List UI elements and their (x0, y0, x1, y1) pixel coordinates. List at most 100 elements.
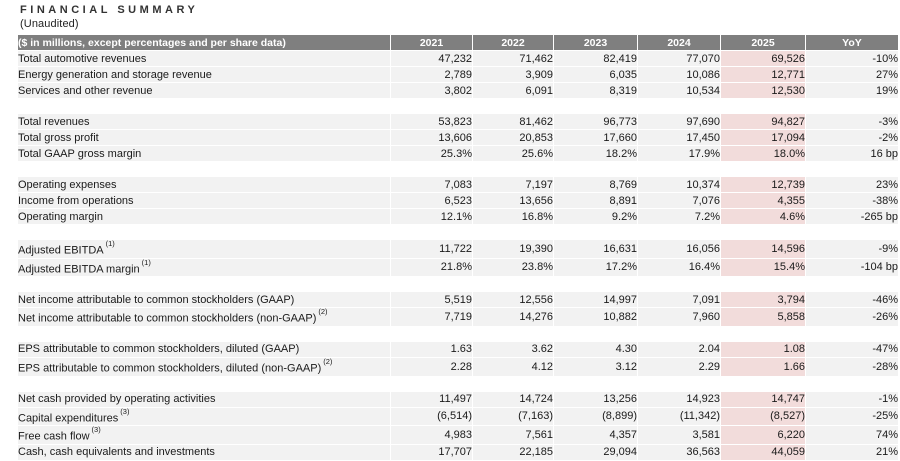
value-cell-2022: 14,276 (472, 307, 554, 327)
value-cell-yoy: -28% (805, 356, 899, 377)
section-gap-cell (17, 376, 899, 392)
value-cell-2025: 4.6% (720, 208, 806, 225)
section-gap-cell (17, 224, 899, 240)
row-label: EPS attributable to common stockholders,… (17, 340, 391, 358)
value-cell-yoy: 21% (805, 443, 899, 461)
row-label: Total GAAP gross margin (17, 145, 391, 162)
section-gap (17, 326, 899, 342)
value-cell-yoy: 16 bp (805, 145, 899, 162)
section-gap-cell (17, 326, 899, 342)
value-cell-2022: 25.6% (472, 145, 554, 162)
value-cell-2022: 3,909 (472, 66, 554, 83)
value-cell-2024: 7.2% (637, 208, 721, 225)
value-cell-yoy: -2% (805, 129, 899, 146)
value-cell-2022: 12,556 (472, 291, 554, 309)
value-cell-2024: 17.9% (637, 145, 721, 162)
value-cell-2022: 3.62 (472, 340, 554, 358)
column-header-2025: 2025 (720, 34, 806, 51)
value-cell-2024: 77,070 (637, 50, 721, 67)
value-cell-2025: 94,827 (720, 113, 806, 130)
value-cell-2021: 3,802 (390, 82, 473, 99)
column-header-2022: 2022 (472, 34, 554, 51)
value-cell-2024: 7,960 (637, 307, 721, 327)
value-cell-yoy: -9% (805, 239, 899, 259)
value-cell-yoy: -38% (805, 192, 899, 209)
row-label: Capital expenditures(3) (17, 406, 391, 427)
value-cell-2022: 20,853 (472, 129, 554, 146)
row-label: Adjusted EBITDA margin(1) (17, 257, 391, 278)
row-label: Net cash provided by operating activitie… (17, 390, 391, 408)
value-cell-2025: 14,596 (720, 239, 806, 259)
value-cell-2023: 8,769 (553, 176, 638, 193)
section-gap-cell (17, 98, 899, 114)
value-cell-yoy: -265 bp (805, 208, 899, 225)
value-cell-2025: 14,747 (720, 390, 806, 408)
section-gap (17, 161, 899, 177)
section-gap (17, 224, 899, 240)
value-cell-2023: 29,094 (553, 443, 638, 461)
value-cell-2022: 22,185 (472, 443, 554, 461)
page-title: FINANCIAL SUMMARY (20, 4, 199, 16)
value-cell-yoy: -47% (805, 340, 899, 358)
table-row: Capital expenditures(3) (6,514) (7,163) (8,… (17, 406, 899, 427)
row-label: Adjusted EBITDA(1) (17, 239, 391, 259)
value-cell-2021: 5,519 (390, 291, 473, 309)
value-cell-2021: 12.1% (390, 208, 473, 225)
table-row: Free cash flow(3) 4,983 7,561 4,357 3,581 6,2… (17, 425, 899, 445)
row-label: Energy generation and storage revenue (17, 66, 391, 83)
value-cell-2023: 8,891 (553, 192, 638, 209)
value-cell-2021: 2,789 (390, 66, 473, 83)
value-cell-2025: 12,530 (720, 82, 806, 99)
value-cell-yoy: 74% (805, 425, 899, 445)
value-cell-2023: 4,357 (553, 425, 638, 445)
value-cell-2023: 8,319 (553, 82, 638, 99)
value-cell-2024: 17,450 (637, 129, 721, 146)
value-cell-2024: 7,076 (637, 192, 721, 209)
footnote-marker: (2) (318, 307, 328, 317)
value-cell-2023: 13,256 (553, 390, 638, 408)
value-cell-2022: 7,561 (472, 425, 554, 445)
value-cell-2025: 18.0% (720, 145, 806, 162)
value-cell-2024: 97,690 (637, 113, 721, 130)
value-cell-2023: 82,419 (553, 50, 638, 67)
value-cell-2021: 13,606 (390, 129, 473, 146)
section-gap (17, 98, 899, 114)
value-cell-2024: 16,056 (637, 239, 721, 259)
value-cell-2023: 18.2% (553, 145, 638, 162)
value-cell-2025: 5,858 (720, 307, 806, 327)
table-row: Adjusted EBITDA(1) 11,722 19,390 16,631 16,0… (17, 239, 899, 259)
row-label: Operating margin (17, 208, 391, 225)
row-label: Free cash flow(3) (17, 425, 391, 445)
value-cell-2022: 71,462 (472, 50, 554, 67)
column-header-yoy: YoY (805, 34, 899, 51)
table-row: EPS attributable to common stockholders,… (17, 356, 899, 377)
value-cell-2025: 44,059 (720, 443, 806, 461)
financial-summary-table: ($ in millions, except percentages and p… (17, 34, 899, 461)
value-cell-2025: 4,355 (720, 192, 806, 209)
value-cell-yoy: -1% (805, 390, 899, 408)
value-cell-2021: 47,232 (390, 50, 473, 67)
section-gap (17, 376, 899, 392)
table-row: Net income attributable to common stockh… (17, 291, 899, 309)
value-cell-2022: 16.8% (472, 208, 554, 225)
row-label: Net income attributable to common stockh… (17, 307, 391, 327)
table-row: Total GAAP gross margin 25.3% 25.6% 18.2% 17… (17, 145, 899, 162)
value-cell-yoy: -46% (805, 291, 899, 309)
value-cell-2024: 36,563 (637, 443, 721, 461)
value-cell-2022: (7,163) (472, 406, 554, 427)
value-cell-2022: 6,091 (472, 82, 554, 99)
table-header-label: ($ in millions, except percentages and p… (17, 34, 391, 51)
value-cell-2024: 7,091 (637, 291, 721, 309)
row-label: Services and other revenue (17, 82, 391, 99)
value-cell-2021: 11,497 (390, 390, 473, 408)
row-label: Total automotive revenues (17, 50, 391, 67)
value-cell-yoy: 27% (805, 66, 899, 83)
value-cell-2024: 10,534 (637, 82, 721, 99)
value-cell-2023: 16,631 (553, 239, 638, 259)
value-cell-2021: 6,523 (390, 192, 473, 209)
value-cell-2024: 10,374 (637, 176, 721, 193)
table-header-row: ($ in millions, except percentages and p… (17, 34, 899, 51)
page-subtitle: (Unaudited) (20, 18, 79, 30)
footnote-marker: (1) (105, 239, 115, 248)
